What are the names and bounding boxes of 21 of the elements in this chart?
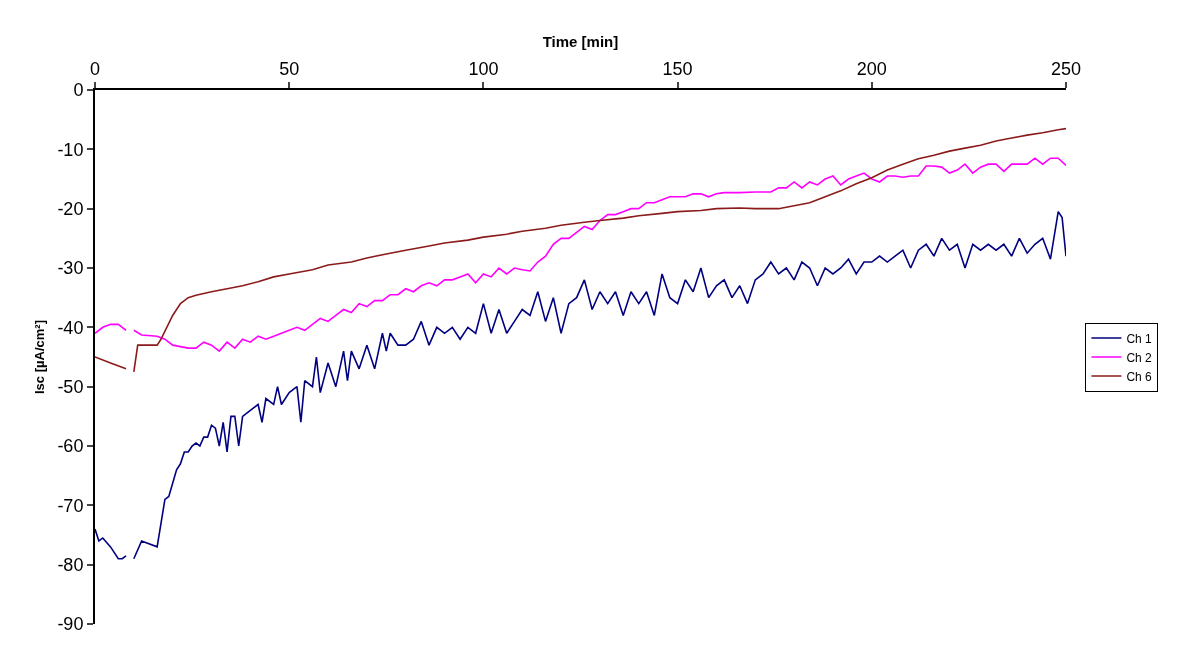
- y-tick-label: -90: [57, 614, 84, 635]
- legend-label: Ch 1: [1126, 331, 1153, 346]
- x-tick-label: 250: [1050, 58, 1082, 79]
- y-tick-label: -30: [57, 258, 84, 279]
- y-tick-label: -60: [57, 436, 84, 457]
- y-tick-label: -70: [57, 495, 84, 516]
- y-tick-label: -80: [57, 554, 84, 575]
- x-tick-label: 100: [468, 58, 499, 79]
- y-axis-title: Isc [µA/cm²]: [31, 320, 47, 394]
- x-tick-label: 0: [89, 58, 101, 79]
- y-tick-label: -40: [57, 317, 84, 338]
- x-tick-label: 50: [279, 58, 300, 79]
- x-tick-label: 200: [856, 58, 887, 79]
- legend-label: Ch 2: [1126, 350, 1153, 365]
- legend-label: Ch 6: [1126, 369, 1153, 384]
- x-tick-label: 150: [662, 58, 693, 79]
- y-tick-label: 0: [73, 80, 84, 101]
- y-tick-label: -10: [57, 139, 84, 160]
- y-tick-label: -50: [57, 376, 84, 397]
- y-tick-label: -20: [57, 198, 84, 219]
- x-axis-title: Time [min]: [542, 32, 619, 50]
